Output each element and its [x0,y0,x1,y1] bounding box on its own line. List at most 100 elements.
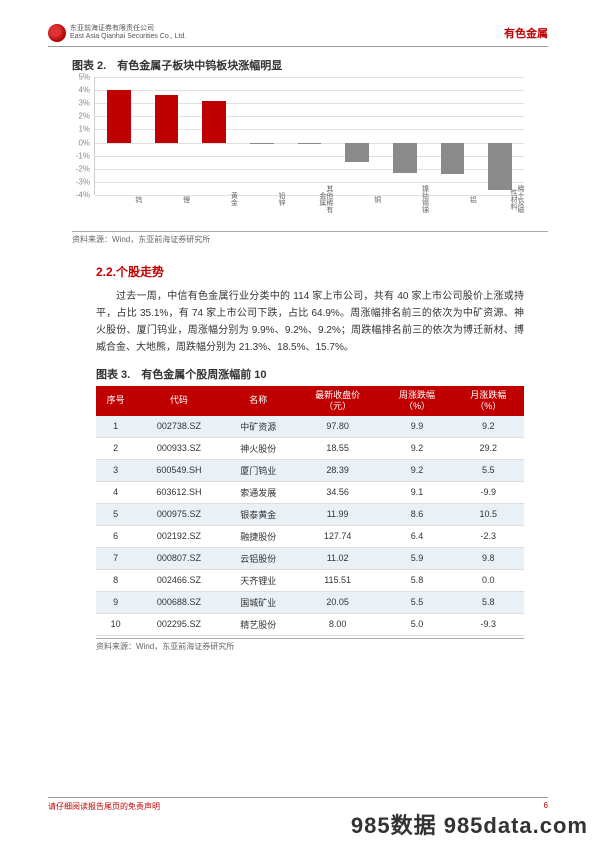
table-cell: 9.8 [453,547,524,569]
table-cell: -9.3 [453,613,524,635]
table-source: 资料来源：Wind，东亚前海证券研究所 [96,638,524,652]
bar-slot [286,77,334,195]
table-cell: 18.55 [294,437,381,459]
x-label: 黄金 [190,185,238,213]
table-cell: 5.0 [381,613,452,635]
company-name: 东亚前海证券有限责任公司 East Asia Qianhai Securitie… [70,25,186,40]
table-cell: 索通发展 [223,481,294,503]
stock-table: 序号代码名称最新收盘价（元）周涨跌幅（%）月涨跌幅（%） 1002738.SZ中… [96,386,524,636]
table-cell: 银泰黄金 [223,503,294,525]
x-label: 其他稀有金属 [285,185,333,213]
table-header-cell: 名称 [223,386,294,416]
table-cell: 000688.SZ [135,591,222,613]
logo-icon [48,24,66,42]
table-cell: 融捷股份 [223,525,294,547]
company-en: East Asia Qianhai Securities Co., Ltd. [70,33,186,41]
section-heading: 2.2.个股走势 [96,263,548,280]
bar [345,143,369,163]
table-cell: 002738.SZ [135,416,222,438]
table-cell: 云铝股份 [223,547,294,569]
y-tick: 4% [78,86,90,95]
bar-chart: 5%4%3%2%1%0%-1%-2%-3%-4% 钨锂黄金铅锌其他稀有金属铜镍钴… [72,77,524,209]
bar-slot [190,77,238,195]
y-tick: -2% [76,164,90,173]
table-cell: 5.9 [381,547,452,569]
table-cell: 8.00 [294,613,381,635]
y-tick: -3% [76,177,90,186]
table-cell: 6.4 [381,525,452,547]
table-row: 4603612.SH索通发展34.569.1-9.9 [96,481,524,503]
table-cell: 9.2 [453,416,524,438]
table-cell: 1 [96,416,135,438]
table-cell: 9 [96,591,135,613]
logo-block: 东亚前海证券有限责任公司 East Asia Qianhai Securitie… [48,24,186,42]
bar [298,143,322,144]
watermark: 985数据 985data.com [351,808,588,840]
bar [155,95,179,142]
table-cell: 5.8 [381,569,452,591]
table-row: 6002192.SZ融捷股份127.746.4-2.3 [96,525,524,547]
table-cell: 28.39 [294,459,381,481]
table-cell: 7 [96,547,135,569]
table-row: 8002466.SZ天齐锂业115.515.80.0 [96,569,524,591]
bar-slot [333,77,381,195]
chart-source: 资料来源：Wind，东亚前海证券研究所 [72,231,548,245]
bar [393,143,417,173]
y-tick: 3% [78,99,90,108]
x-label: 铅锌 [237,185,285,213]
table-cell: 34.56 [294,481,381,503]
table-cell: 002295.SZ [135,613,222,635]
table-cell: 11.99 [294,503,381,525]
x-label: 铝 [428,185,476,213]
table-cell: 9.2 [381,437,452,459]
table-cell: 8 [96,569,135,591]
y-axis: 5%4%3%2%1%0%-1%-2%-3%-4% [72,77,92,195]
chart-bars [95,77,524,195]
sector-label: 有色金属 [504,25,548,41]
x-axis-labels: 钨锂黄金铅锌其他稀有金属铜镍钴锡锑铝稀土及磁性材料 [94,185,524,213]
bar [441,143,465,174]
bar [107,90,131,142]
table-row: 10002295.SZ精艺股份8.005.0-9.3 [96,613,524,635]
table-row: 7000807.SZ云铝股份11.025.99.8 [96,547,524,569]
table-cell: 000933.SZ [135,437,222,459]
chart-plot [94,77,524,195]
table-cell: 127.74 [294,525,381,547]
table-cell: 115.51 [294,569,381,591]
table-cell: 国城矿业 [223,591,294,613]
table-cell: 10 [96,613,135,635]
x-label: 钨 [94,185,142,213]
table-row: 5000975.SZ银泰黄金11.998.610.5 [96,503,524,525]
table-cell: 002192.SZ [135,525,222,547]
table-cell: 002466.SZ [135,569,222,591]
bar [202,101,226,143]
table-cell: 厦门钨业 [223,459,294,481]
table-cell: 天齐锂业 [223,569,294,591]
table-cell: 5.8 [453,591,524,613]
table-body: 1002738.SZ中矿资源97.809.99.22000933.SZ神火股份1… [96,416,524,636]
table-header-row: 序号代码名称最新收盘价（元）周涨跌幅（%）月涨跌幅（%） [96,386,524,416]
bar-slot [476,77,524,195]
table-cell: 603612.SH [135,481,222,503]
table-cell: 中矿资源 [223,416,294,438]
table-cell: -2.3 [453,525,524,547]
y-tick: 5% [78,73,90,82]
y-tick: -1% [76,151,90,160]
bar-slot [238,77,286,195]
table-cell: 9.1 [381,481,452,503]
table-cell: 精艺股份 [223,613,294,635]
table-header-cell: 最新收盘价（元） [294,386,381,416]
x-label: 锂 [142,185,190,213]
bar-slot [381,77,429,195]
x-label: 稀土及磁性材料 [476,185,524,213]
table-cell: 0.0 [453,569,524,591]
table-cell: 10.5 [453,503,524,525]
chart-title: 图表 2. 有色金属子板块中钨板块涨幅明显 [72,57,548,73]
x-label: 铜 [333,185,381,213]
table-cell: -9.9 [453,481,524,503]
table-row: 1002738.SZ中矿资源97.809.99.2 [96,416,524,438]
table-header-cell: 月涨跌幅（%） [453,386,524,416]
table-cell: 3 [96,459,135,481]
table-cell: 6 [96,525,135,547]
table-cell: 9.2 [381,459,452,481]
